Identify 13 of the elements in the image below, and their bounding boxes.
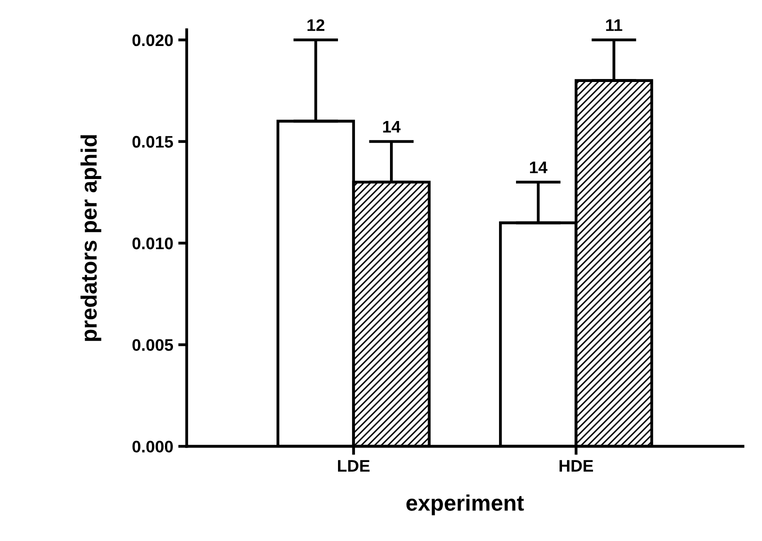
annotation: 14 — [383, 121, 401, 133]
annotation: 14 — [530, 162, 548, 174]
y-tick-label: 0.000 — [132, 440, 173, 453]
annotation: 12 — [308, 19, 324, 31]
x-axis-title: experiment — [406, 494, 524, 516]
y-tick-label: 0.020 — [132, 34, 173, 46]
x-tick-label: LDE — [338, 460, 370, 472]
x-tick-label: HDE — [560, 460, 594, 472]
annotation: 11 — [606, 19, 622, 31]
y-axis-title: predators per aphid — [80, 135, 102, 341]
y-tick-label: 0.005 — [132, 339, 174, 351]
y-tick-label: 0.010 — [132, 238, 173, 250]
y-tick-label: 0.015 — [132, 136, 174, 148]
